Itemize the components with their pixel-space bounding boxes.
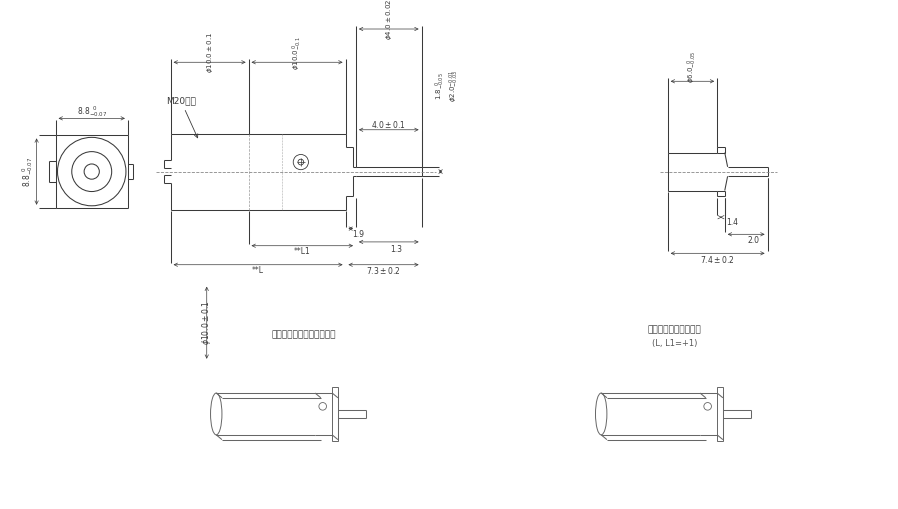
Text: $\phi 10.0\pm 0.1$: $\phi 10.0\pm 0.1$	[205, 32, 215, 73]
Text: (L, L1=+1): (L, L1=+1)	[652, 339, 697, 348]
Text: 输出轴轴承：滚珠轴承: 输出轴轴承：滚珠轴承	[647, 326, 701, 335]
Text: $1.8^{\ \ 0}_{-0.05}$: $1.8^{\ \ 0}_{-0.05}$	[434, 72, 447, 100]
Text: $7.3\pm 0.2$: $7.3\pm 0.2$	[366, 265, 401, 276]
Text: **L1: **L1	[294, 247, 311, 256]
Text: $\phi 2.0^{-0.01}_{-0.03}$: $\phi 2.0^{-0.01}_{-0.03}$	[447, 70, 461, 102]
Text: 1.4: 1.4	[726, 218, 738, 228]
Text: M20电机: M20电机	[166, 96, 198, 138]
Text: 2.0: 2.0	[748, 236, 760, 244]
Text: **L: **L	[252, 266, 264, 275]
Text: 1.9: 1.9	[352, 230, 365, 239]
Text: $4.0\pm 0.1$: $4.0\pm 0.1$	[372, 119, 406, 130]
Text: $\phi 6.0^{\ \ 0}_{-0.05}$: $\phi 6.0^{\ \ 0}_{-0.05}$	[686, 51, 699, 83]
Bar	[332, 387, 338, 441]
Text: $8.8^{\ \ 0}_{-0.07}$: $8.8^{\ \ 0}_{-0.07}$	[76, 104, 107, 119]
Text: $7.4\pm 0.2$: $7.4\pm 0.2$	[700, 253, 735, 265]
Text: $\phi 10.0^{\ 0}_{-0.1}$: $\phi 10.0^{\ 0}_{-0.1}$	[290, 36, 304, 70]
Text: 1.3: 1.3	[391, 245, 402, 254]
Text: $\phi 4.0\pm 0.02$: $\phi 4.0\pm 0.02$	[383, 0, 393, 40]
Text: $\phi 10.0\pm 0.1$: $\phi 10.0\pm 0.1$	[200, 300, 213, 345]
Text: $8.8^{\ \ 0}_{-0.07}$: $8.8^{\ \ 0}_{-0.07}$	[20, 156, 34, 187]
Bar	[718, 387, 723, 441]
Text: 输出轴轴承：铜基滑动轴承: 输出轴轴承：铜基滑动轴承	[271, 330, 336, 340]
